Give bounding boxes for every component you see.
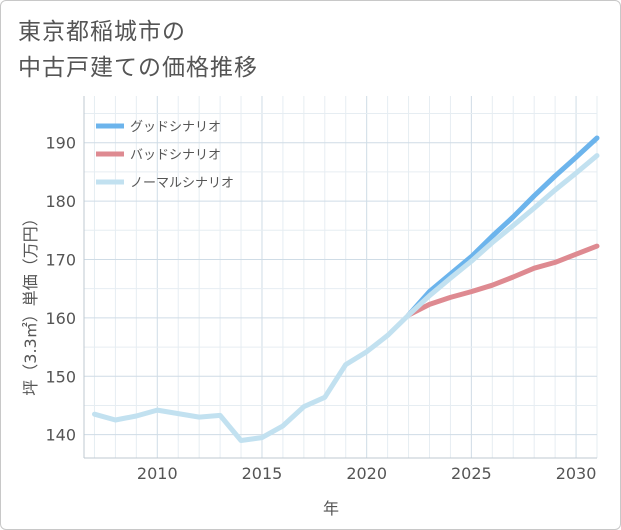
y-tick-label: 150 [45,367,76,386]
y-tick-label: 170 [45,250,76,269]
legend-label-0: グッドシナリオ [130,120,221,135]
series-lines [92,135,600,443]
x-tick-label: 2025 [451,464,492,483]
x-tick-label: 2030 [556,464,597,483]
series-line-2 [92,153,600,443]
series-line-0 [406,135,600,318]
y-tick-label: 160 [45,309,76,328]
chart-title-line-2: 中古戸建ての価格推移 [18,55,258,81]
x-tick-label: 2015 [242,464,283,483]
x-tick-label: 2010 [137,464,178,483]
y-tick-label: 190 [45,134,76,153]
y-tick-label: 180 [45,192,76,211]
y-tick-label: 140 [45,426,76,445]
legend-label-2: ノーマルシナリオ [130,176,234,191]
chart-title: 東京都稲城市の 中古戸建ての価格推移 [18,14,258,86]
x-tick-label: 2020 [346,464,387,483]
y-axis-title: 坪（3.3㎡）単価（万円） [21,210,40,395]
legend-label-1: バッドシナリオ [130,148,221,163]
chart-title-line-1: 東京都稲城市の [18,19,186,45]
axes: 2010 2015 2020 2025 2030 140 150 160 170 180 190 [45,96,597,483]
x-axis-title: 年 [323,499,339,518]
series-line-1 [406,243,600,318]
